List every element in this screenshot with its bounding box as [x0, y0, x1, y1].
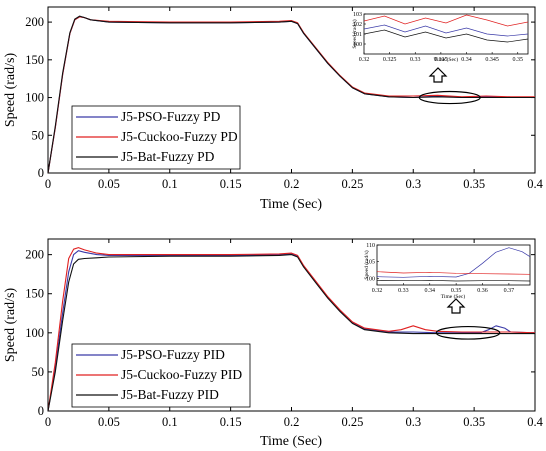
x-tick-label: 0.2: [284, 177, 300, 191]
top-legend-label-cuckoo: J5-Cuckoo-Fuzzy PD: [121, 129, 238, 144]
bottom-zoom-arrow: [446, 298, 466, 314]
inset-x-tick-label: 0.35: [513, 57, 524, 63]
bottom-inset-ylabel: Speed (rad/s): [363, 250, 370, 279]
top-chart: 0 0.05 0.1 0.15 0.2 0.25 0.3 0.35 0.4 0 50 100 150 20…: [3, 6, 544, 212]
top-x-axis-label: Time (Sec): [260, 197, 322, 212]
inset-x-tick-label: 0.335: [434, 57, 448, 63]
x-tick-label: 0.2: [284, 415, 300, 429]
y-tick-label: 150: [25, 53, 44, 67]
top-legend-label-bat: J5-Bat-Fuzzy PD: [121, 149, 215, 164]
inset-series-line-pso: [364, 24, 528, 37]
y-tick-label: 100: [25, 326, 44, 340]
bottom-legend-label-cuckoo: J5-Cuckoo-Fuzzy PID: [121, 367, 242, 382]
bottom-inset: 0.32 0.33 0.34 0.35 0.36 0.37 100 105 110 Time (…: [363, 243, 531, 300]
bottom-inset-ticks: 0.32 0.33 0.34 0.35 0.36 0.37 100 105 110: [366, 243, 514, 294]
x-tick-label: 0.1: [162, 177, 178, 191]
inset-x-tick-label: 0.34: [461, 57, 472, 63]
inset-y-tick-label: 100: [353, 42, 362, 48]
x-tick-label: 0.05: [98, 415, 120, 429]
bottom-series-lines: [48, 247, 535, 411]
y-tick-label: 50: [32, 128, 45, 142]
inset-y-tick-label: 102: [353, 22, 362, 28]
x-tick-label: 0.15: [220, 177, 242, 191]
x-tick-label: 0.35: [463, 415, 485, 429]
top-zoom-ellipse: [418, 90, 481, 105]
bottom-chart: 0 0.05 0.1 0.15 0.2 0.25 0.3 0.35 0.4 0 50 100 150 20…: [3, 238, 544, 449]
series-line-bat: [48, 15, 535, 173]
bottom-y-axis-label: Speed (rad/s): [3, 288, 18, 363]
bottom-legend: J5-PSO-Fuzzy PID J5-Cuckoo-Fuzzy PID J5-…: [71, 343, 251, 408]
x-tick-label: 0.4: [527, 415, 543, 429]
y-tick-label: 100: [25, 91, 44, 105]
inset-x-tick-label: 0.33: [398, 288, 409, 294]
y-tick-label: 0: [38, 404, 44, 418]
series-line-cuckoo: [48, 16, 535, 173]
x-tick-label: 0: [45, 177, 51, 191]
y-tick-label: 150: [25, 287, 44, 301]
y-tick-label: 50: [32, 365, 45, 379]
top-inset-frame: [363, 13, 529, 55]
top-legend-label-pso: J5-PSO-Fuzzy PD: [121, 109, 221, 124]
bottom-inset-lines: [377, 247, 530, 282]
y-tick-label: 200: [25, 15, 44, 29]
bottom-legend-label-pso: J5-PSO-Fuzzy PID: [121, 347, 225, 362]
inset-y-tick-label: 103: [353, 12, 362, 18]
series-line-bat: [48, 254, 535, 411]
bottom-zoom-ellipse: [435, 325, 501, 340]
top-axis-ticks: 0 0.05 0.1 0.15 0.2 0.25 0.3 0.35 0.4 0 50 100 150 20…: [25, 7, 544, 191]
inset-x-tick-label: 0.345: [485, 57, 499, 63]
x-tick-label: 0.1: [162, 415, 178, 429]
bottom-axis-ticks: 0 0.05 0.1 0.15 0.2 0.25 0.3 0.35 0.4 0 50 100 150 20…: [25, 239, 544, 429]
top-y-axis-label: Speed (rad/s): [3, 53, 18, 128]
y-tick-label: 0: [38, 166, 44, 180]
x-tick-label: 0.05: [98, 177, 120, 191]
inset-x-tick-label: 0.32: [372, 288, 383, 294]
series-line-cuckoo: [48, 247, 535, 411]
x-tick-label: 0.35: [463, 177, 485, 191]
bottom-x-axis-label: Time (Sec): [260, 434, 322, 449]
bottom-legend-label-bat: J5-Bat-Fuzzy PID: [121, 387, 219, 402]
x-tick-label: 0: [45, 415, 51, 429]
top-inset-xlabel: Time (Sec): [434, 56, 459, 63]
top-inset: 0.32 0.325 0.33 0.335 0.34 0.345 0.35 100 101 102…: [351, 12, 529, 63]
inset-y-tick-label: 105: [366, 260, 375, 266]
top-zoom-arrow: [428, 67, 448, 83]
inset-x-tick-label: 0.37: [504, 288, 515, 294]
x-tick-label: 0.25: [341, 415, 363, 429]
y-tick-label: 200: [25, 248, 44, 262]
top-legend: J5-PSO-Fuzzy PD J5-Cuckoo-Fuzzy PD J5-Ba…: [71, 105, 241, 170]
inset-x-tick-label: 0.36: [477, 288, 488, 294]
top-series-lines: [48, 15, 535, 173]
inset-series-line-bat: [377, 279, 530, 282]
bottom-inset-xlabel: Time (Sec): [441, 293, 466, 300]
inset-x-tick-label: 0.33: [410, 57, 421, 63]
inset-x-tick-label: 0.35: [451, 288, 462, 294]
inset-y-tick-label: 101: [353, 32, 362, 38]
inset-y-tick-label: 110: [366, 243, 375, 249]
bottom-inset-frame: [376, 244, 531, 286]
x-tick-label: 0.3: [405, 177, 421, 191]
inset-x-tick-label: 0.32: [359, 57, 370, 63]
top-inset-ylabel: Speed (rad/s): [351, 19, 358, 48]
inset-series-line-cuckoo: [377, 271, 530, 275]
inset-series-line-cuckoo: [364, 14, 528, 27]
inset-y-tick-label: 100: [366, 276, 375, 282]
x-tick-label: 0.15: [220, 415, 242, 429]
x-tick-label: 0.4: [527, 177, 543, 191]
inset-x-tick-label: 0.325: [383, 57, 397, 63]
x-tick-label: 0.3: [405, 415, 421, 429]
inset-series-line-pso: [377, 247, 530, 278]
x-tick-label: 0.25: [341, 177, 363, 191]
top-inset-lines: [364, 14, 528, 43]
inset-series-line-bat: [364, 29, 528, 43]
inset-x-tick-label: 0.34: [425, 288, 436, 294]
